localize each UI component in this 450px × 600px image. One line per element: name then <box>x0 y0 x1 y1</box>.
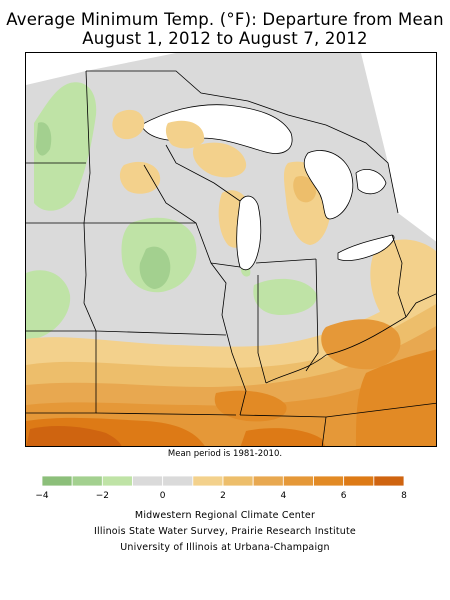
georgian-bay <box>355 169 387 195</box>
outside-region-east <box>361 53 436 242</box>
border-ne-ks <box>26 274 97 332</box>
credit-uiuc: University of Illinois at Urbana-Champai… <box>120 542 330 553</box>
credit-mrcc: Midwestern Regional Climate Center <box>134 510 316 521</box>
warm-area-superior-shore <box>165 120 205 149</box>
legend-tick-label: 6 <box>341 491 347 501</box>
lake-erie <box>337 234 395 261</box>
legend-bin-0 <box>41 475 73 487</box>
border-tn-south <box>321 416 327 446</box>
cooler-area-iowa <box>139 246 171 289</box>
legend-bin-7 <box>252 475 284 487</box>
color-legend: −4 −2 0 2 4 6 8 <box>30 470 420 510</box>
state-borders <box>26 70 436 446</box>
border-oh-pa <box>391 234 407 318</box>
border-mississippi-river <box>143 164 247 416</box>
border-wi-il <box>210 262 241 268</box>
legend-bin-3 <box>132 475 164 487</box>
hot-area-southeast <box>356 349 436 446</box>
lake-michigan <box>236 195 262 271</box>
border-wv <box>405 293 436 318</box>
map-panel <box>25 52 437 447</box>
cooler-area-west <box>36 122 52 156</box>
legend-bin-1 <box>71 475 103 487</box>
border-ohio-river <box>265 316 407 384</box>
map-title: Average Minimum Temp. (°F): Departure fr… <box>6 10 444 29</box>
border-il-in <box>257 275 267 384</box>
cool-area-southwest <box>26 270 71 339</box>
outside-region <box>26 53 176 85</box>
legend-bin-10 <box>343 475 375 487</box>
border-mo-ar <box>95 412 237 416</box>
hot-area-south-central <box>240 428 326 446</box>
legend-tick-label: 0 <box>160 491 166 501</box>
temperature-departure-map <box>26 53 436 446</box>
cool-area-indiana <box>253 278 317 315</box>
legend-bin-2 <box>101 475 133 487</box>
canada-border <box>86 70 399 214</box>
warm-area-upper-peninsula <box>192 142 247 178</box>
hottest-area-southwest <box>26 426 122 446</box>
legend-bin-11 <box>373 475 405 487</box>
legend-tick-label: 8 <box>401 491 407 501</box>
legend-tick-label: −2 <box>96 491 109 501</box>
credit-isws: Illinois State Water Survey, Prairie Res… <box>94 526 356 537</box>
mean-period-note: Mean period is 1981-2010. <box>167 449 283 459</box>
legend-tick-label: 4 <box>280 491 286 501</box>
cool-area-west <box>34 82 97 211</box>
border-mn-dakotas <box>83 70 91 276</box>
map-subtitle-date-range: August 1, 2012 to August 7, 2012 <box>82 29 368 48</box>
lake-huron <box>303 150 354 220</box>
legend-bin-5 <box>192 475 224 487</box>
legend-colorbar: −4 −2 0 2 4 6 8 <box>35 475 407 501</box>
border-wi-mi-up <box>165 144 241 202</box>
warm-area-mn-north <box>112 109 145 140</box>
warm-spot-missouri-south <box>214 390 287 422</box>
border-ia-mo <box>95 330 227 336</box>
border-in-mi <box>255 258 317 264</box>
warmer-area-michigan <box>293 175 316 203</box>
legend-bin-6 <box>222 475 254 487</box>
warm-area-mn <box>119 161 161 194</box>
legend-bin-4 <box>162 475 194 487</box>
legend-bin-8 <box>282 475 314 487</box>
legend-bin-9 <box>313 475 345 487</box>
legend-tick-label: 2 <box>220 491 226 501</box>
legend-tick-label: −4 <box>35 491 49 501</box>
